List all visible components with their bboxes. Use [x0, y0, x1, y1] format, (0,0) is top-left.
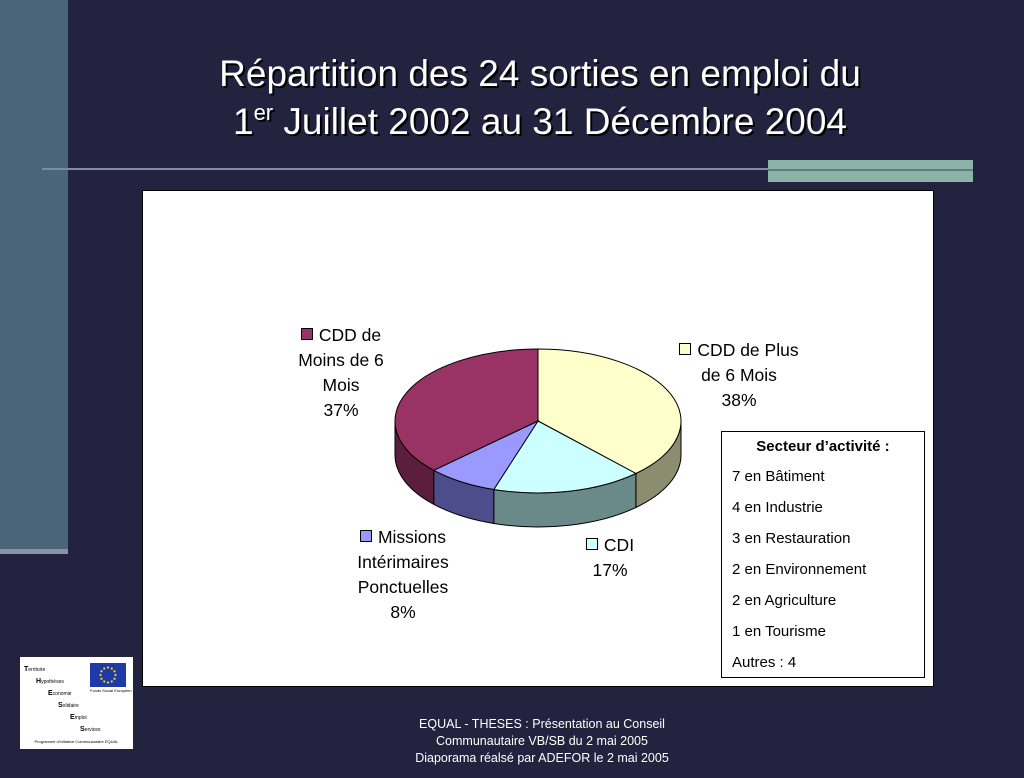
slice-name-missions-line-2: Intérimaires [357, 552, 449, 572]
slice-name-missions-line-3: Ponctuelles [357, 577, 449, 597]
title-line-2-prefix: 1 [232, 101, 254, 142]
footer-line-2: Communautaire VB/SB du 2 mai 2005 [436, 734, 648, 748]
logo-initial: S [80, 726, 85, 733]
slice-label-missions: Missions Intérimaires Ponctuelles 8% [328, 525, 478, 625]
eu-star-icon [99, 673, 102, 677]
slice-name-cdd-moins-6-line-2: Moins de 6 [298, 350, 384, 370]
title-line-2: 1er Juillet 2002 au 31 Décembre 2004 [90, 98, 990, 146]
logo-line: Economie [48, 690, 72, 697]
sector-item: 3 en Restauration [732, 530, 851, 547]
slide-footer: EQUAL - THESES : Présentation au Conseil… [340, 716, 744, 767]
equal-theses-logo: Territoire Hypothèses Economie Solidaire… [20, 657, 133, 749]
logo-word: olidaire [62, 703, 79, 709]
slice-name-cdi: CDI [555, 533, 665, 558]
slice-percent-cdd-moins-6: 37% [323, 400, 359, 420]
logo-initial: T [24, 666, 29, 673]
logo-initial: S [58, 702, 63, 709]
logo-line: Territoire [24, 666, 45, 673]
slice-name-cdd-plus-6-line-2: de 6 Mois [701, 365, 777, 385]
logo-word: erritoire [28, 667, 46, 673]
program-label: Programme d'Initiative Communautaire EQU… [34, 739, 119, 744]
sector-item: Autres : 4 [732, 654, 797, 671]
eu-star-icon [100, 677, 103, 680]
title-line-2-rest: Juillet 2002 au 31 Décembre 2004 [273, 101, 848, 142]
eu-star-icon [103, 680, 106, 683]
title-accent-block [768, 160, 973, 182]
sector-box-title: Secteur d’activité : [756, 438, 890, 455]
side-accent-bar-edge [0, 549, 68, 554]
footer-line-1: EQUAL - THESES : Présentation au Conseil [419, 717, 665, 731]
slice-label-cdd-moins-6: CDD de Moins de 6 Mois 37% [271, 323, 411, 423]
eu-star-icon [103, 667, 106, 670]
slice-name-cdd-moins-6-line-3: Mois [322, 375, 360, 395]
eu-star-icon [114, 673, 117, 677]
legend-swatch-missions [359, 530, 372, 542]
eu-star-icon [113, 670, 116, 673]
slice-label-cdi: CDI 17% [555, 533, 665, 583]
legend-swatch-cdi [585, 538, 598, 550]
slice-name-cdd-moins-6: CDD de [271, 323, 411, 348]
sector-activity-box: Secteur d’activité : 7 en Bâtiment 4 en … [721, 431, 925, 678]
sector-item: 7 en Bâtiment [732, 468, 825, 485]
slice-name-cdi-line-1: CDI [603, 535, 635, 555]
logo-line: Services [80, 726, 101, 733]
eu-stars-icon [99, 666, 117, 684]
logo-word: ypothèses [41, 679, 64, 685]
slide-title: Répartition des 24 sorties en emploi du … [90, 50, 990, 146]
side-accent-bar [0, 0, 68, 549]
slice-name-cdd-moins-6-line-1: CDD de [318, 325, 382, 345]
pie-chart [394, 348, 682, 528]
logo-line: Emploi [70, 714, 87, 721]
sector-item: 4 en Industrie [732, 499, 823, 516]
slice-name-missions: Missions [328, 525, 478, 550]
eu-star-icon [110, 667, 113, 670]
logo-word: conomie [52, 691, 72, 697]
eu-flag-icon [90, 663, 126, 687]
slice-name-cdd-plus-6-line-1: CDD de Plus [697, 340, 799, 360]
eu-star-icon [106, 666, 110, 669]
sector-item: 1 en Tourisme [732, 623, 826, 640]
slice-percent-cdi: 17% [592, 560, 628, 580]
logo-initial: H [36, 678, 42, 685]
logo-line: Hypothèses [36, 678, 64, 685]
footer-line-3: Diaporama réalsé par ADEFOR le 2 mai 200… [415, 751, 669, 765]
pie-slice-cdi [492, 420, 638, 494]
logo-line: Solidaire [58, 702, 79, 709]
slice-percent-cdd-plus-6: 38% [721, 390, 757, 410]
logo-word: mploi [74, 715, 87, 721]
eu-star-icon [110, 680, 113, 683]
slice-name-cdd-plus-6: CDD de Plus [669, 338, 809, 363]
title-divider [42, 168, 972, 170]
logo-initial: E [48, 690, 53, 697]
chart-frame: CDD de Plus de 6 Mois 38% CDI 17% Missio… [142, 190, 934, 687]
logo-word: ervices [84, 727, 101, 733]
pie-slice-cdd-moins-6 [394, 348, 539, 471]
pie-slice-cdd-plus-6 [537, 348, 682, 475]
eu-star-icon [113, 677, 116, 680]
eu-star-icon [106, 681, 110, 684]
slice-label-cdd-plus-6: CDD de Plus de 6 Mois 38% [669, 338, 809, 413]
logo-initial: E [70, 714, 75, 721]
slice-percent-missions: 8% [390, 602, 416, 622]
legend-swatch-cdd-moins-6 [300, 328, 313, 340]
slice-name-missions-line-1: Missions [377, 527, 447, 547]
legend-swatch-cdd-plus-6 [679, 343, 692, 355]
sector-item: 2 en Environnement [732, 561, 867, 578]
eu-star-icon [100, 670, 103, 673]
title-line-2-superscript: er [253, 100, 274, 125]
title-line-1: Répartition des 24 sorties en emploi du [219, 53, 861, 94]
title-accent-line [768, 169, 973, 171]
sector-item: 2 en Agriculture [732, 592, 837, 609]
fund-label: Fonds Social Européen [90, 688, 132, 693]
